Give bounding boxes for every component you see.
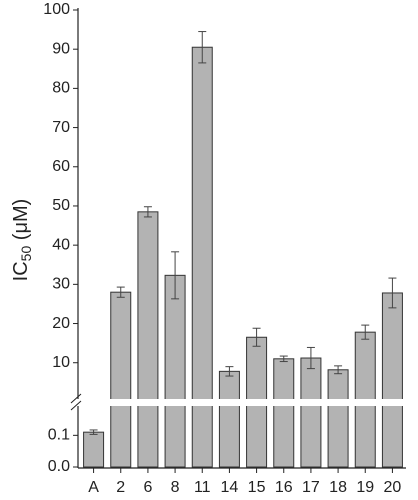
error-bar [225,366,234,377]
y-axis-label: IC50 (μM) [10,199,33,282]
bar [137,211,159,468]
y-tick-label: 50 [52,197,70,214]
error-bar [388,277,397,309]
error-bar [334,365,343,375]
axis-break [68,399,408,406]
error-bar [116,286,125,298]
y-tick-label: 80 [52,80,70,97]
error-bar [89,429,98,435]
bar [300,357,322,468]
x-tick-label: 16 [275,479,293,496]
x-tick-label: 20 [384,479,402,496]
y-tick-label: 90 [52,40,70,57]
error-bar [279,355,288,363]
x-tick-label: A [88,479,99,496]
error-bar [361,324,370,340]
bar [83,431,105,468]
y-tick-label: 70 [52,119,70,136]
error-bar [306,346,315,370]
y-label-main: IC [10,261,32,281]
error-bar [143,206,152,218]
y-tick-label: 30 [52,276,70,293]
bar [327,369,349,468]
y-tick-label: 20 [52,315,70,332]
bar [381,292,403,468]
x-tick-label: 8 [171,479,180,496]
bar [273,358,295,468]
y-label-sub: 50 [18,246,34,262]
y-label-suffix: (μM) [10,199,32,246]
bar [110,291,132,468]
bar [218,370,240,468]
error-bar [252,327,261,347]
x-tick-label: 17 [302,479,320,496]
x-tick-label: 2 [116,479,125,496]
y-tick-label: 60 [52,158,70,175]
y-tick-label: 40 [52,236,70,253]
error-bar [198,31,207,64]
x-tick-label: 11 [194,479,211,496]
x-tick-label: 19 [356,479,374,496]
break-mark [70,393,82,404]
y-tick-label: 100 [43,1,70,18]
break-mark [70,400,82,411]
x-tick-label: 15 [248,479,266,496]
x-tick-label: 6 [143,479,152,496]
x-tick-label: 18 [329,479,347,496]
bar [164,274,186,468]
x-tick-label: 14 [221,479,239,496]
y-tick-label: 10 [52,354,70,371]
error-bar [171,251,180,300]
y-tick-label: 0.1 [48,427,70,444]
y-tick-label: 0.0 [48,458,70,475]
